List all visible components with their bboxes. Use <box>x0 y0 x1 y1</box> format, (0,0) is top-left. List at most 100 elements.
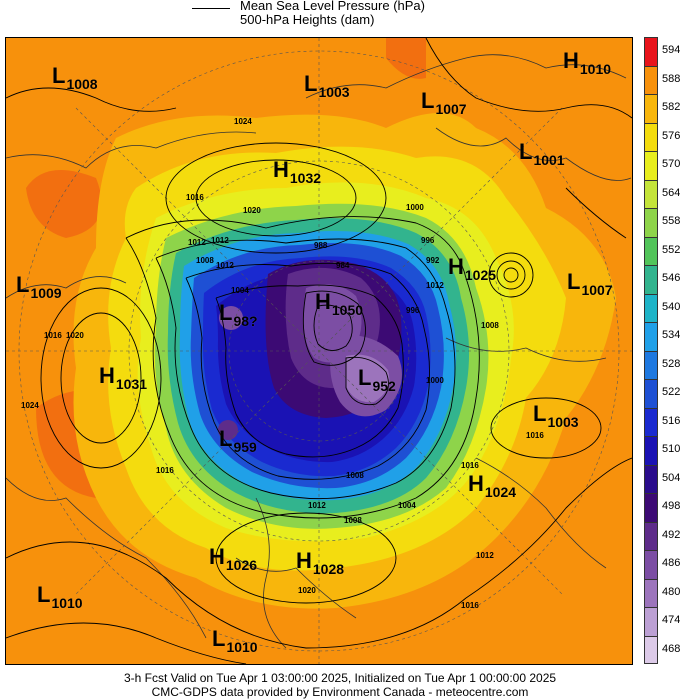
pressure-system-label: L98? <box>219 300 258 329</box>
isobar-value-label: 1020 <box>66 331 84 340</box>
isobar-value-label: 1016 <box>526 431 544 440</box>
isobar-value-label: 1016 <box>156 466 174 475</box>
system-pressure: 1032 <box>289 170 322 186</box>
map-legend: Mean Sea Level Pressure (hPa) 500-hPa He… <box>0 0 680 34</box>
colorbar-swatch <box>644 635 658 664</box>
pressure-system-label: H1031 <box>99 365 148 392</box>
colorbar-tick-label: 474 <box>662 614 680 627</box>
system-pressure: 98? <box>233 313 258 329</box>
system-pressure: 1010 <box>51 595 83 611</box>
system-pressure: 1003 <box>547 414 579 430</box>
colorbar-swatch <box>644 322 658 351</box>
colorbar-swatch <box>644 379 658 408</box>
pressure-system-label: H1028 <box>296 548 345 577</box>
system-pressure: 1007 <box>435 101 467 117</box>
colorbar-swatch <box>644 65 658 94</box>
pressure-system-label: L1003 <box>304 73 350 100</box>
system-type: H <box>209 544 225 569</box>
pressure-system-label: H1032 <box>273 157 322 186</box>
forecast-valid-caption: 3-h Fcst Valid on Tue Apr 1 03:00:00 202… <box>123 671 557 685</box>
isobar-value-label: 984 <box>336 261 350 270</box>
system-pressure: 1050 <box>331 302 364 318</box>
height-field-patch <box>26 170 102 238</box>
system-pressure: 1010 <box>226 639 258 655</box>
colorbar-tick-label: 468 <box>662 642 680 655</box>
pressure-system-label: L952 <box>358 365 396 394</box>
colorbar-tick-label: 534 <box>662 329 680 342</box>
system-pressure: 1007 <box>581 282 613 298</box>
colorbar-swatch <box>644 578 658 607</box>
system-type: H <box>468 471 484 496</box>
isobar-value-label: 1024 <box>234 117 252 126</box>
colorbar-swatch <box>644 464 658 493</box>
colorbar-swatch <box>644 236 658 265</box>
colorbar-swatch <box>644 179 658 208</box>
isobar-value-label: 1000 <box>426 376 444 385</box>
colorbar-swatch <box>644 436 658 465</box>
system-pressure: 1024 <box>484 484 517 500</box>
colorbar-swatch <box>644 607 658 636</box>
graticule <box>6 38 632 664</box>
isobar-value-label: 996 <box>406 306 420 315</box>
coastlines <box>6 54 632 649</box>
isobar-value-label: 1004 <box>231 286 249 295</box>
isobar-value-label: 1004 <box>398 501 416 510</box>
system-type: L <box>567 269 581 294</box>
colorbar-tick-label: 552 <box>662 243 680 256</box>
system-type: L <box>212 626 226 651</box>
system-type: L <box>219 300 233 325</box>
height-colorbar <box>644 37 658 664</box>
pressure-system-label: H1026 <box>209 544 257 573</box>
pressure-system-label: L1003 <box>533 401 579 430</box>
pressure-system-label: H1010 <box>563 48 611 77</box>
colorbar-tick-label: 558 <box>662 215 680 228</box>
colorbar-tick-label: 546 <box>662 272 680 285</box>
colorbar-tick-label: 540 <box>662 300 680 313</box>
system-type: H <box>296 548 312 573</box>
system-type: L <box>358 365 372 390</box>
colorbar-outline <box>644 37 658 664</box>
system-pressure: 1008 <box>66 76 98 92</box>
colorbar-swatch <box>644 151 658 180</box>
colorbar-swatch <box>644 208 658 237</box>
isobar-value-label: 1020 <box>243 206 261 215</box>
pressure-system-label: H1025 <box>448 254 496 283</box>
colorbar-swatch <box>644 293 658 322</box>
system-pressure: 1003 <box>318 84 350 100</box>
isobars <box>6 38 632 664</box>
pressure-system-label: L1010 <box>212 626 258 655</box>
system-type: L <box>37 582 51 607</box>
isobar-value-label: 1024 <box>21 401 39 410</box>
colorbar-tick-label: 576 <box>662 129 680 142</box>
isobar-value-label: 1012 <box>308 501 326 510</box>
legend-mslp-label: Mean Sea Level Pressure (hPa) <box>240 0 425 13</box>
isobar-value-label: 1016 <box>461 461 479 470</box>
system-pressure: 1031 <box>115 376 148 392</box>
isobar-value-label: 1016 <box>44 331 62 340</box>
system-type: L <box>533 401 547 426</box>
isobar-value-label: 1008 <box>481 321 499 330</box>
isobar-value-label: 992 <box>426 256 440 265</box>
map-canvas: 1024 1016 1020 1012 1016 1008 1012 1004 1000 996 9… <box>6 38 632 664</box>
pressure-system-label: L1010 <box>37 582 83 611</box>
system-pressure: 959 <box>233 439 257 455</box>
colorbar-tick-label: 564 <box>662 186 680 199</box>
system-type: H <box>563 48 579 73</box>
data-credit-caption: CMC-GDPS data provided by Environment Ca… <box>151 685 529 699</box>
isobar-value-label: 1012 <box>211 236 229 245</box>
weather-map[interactable]: 1024 1016 1020 1012 1016 1008 1012 1004 1000 996 9… <box>5 37 633 665</box>
pressure-system-label: H1024 <box>468 471 517 500</box>
pressure-system-label: L1008 <box>52 63 98 92</box>
system-type: H <box>448 254 464 279</box>
colorbar-tick-label: 582 <box>662 101 680 114</box>
isobar-value-label: 1012 <box>216 261 234 270</box>
pressure-system-label: H1050 <box>315 291 364 318</box>
isobar-value-label: 1008 <box>346 471 364 480</box>
colorbar-tick-label: 510 <box>662 443 680 456</box>
colorbar-tick-label: 498 <box>662 500 680 513</box>
system-pressure: 1001 <box>533 152 565 168</box>
system-type: H <box>273 157 289 182</box>
system-pressure: 1028 <box>312 561 345 577</box>
system-type: L <box>52 63 66 88</box>
pressure-system-label: L1009 <box>16 274 62 301</box>
